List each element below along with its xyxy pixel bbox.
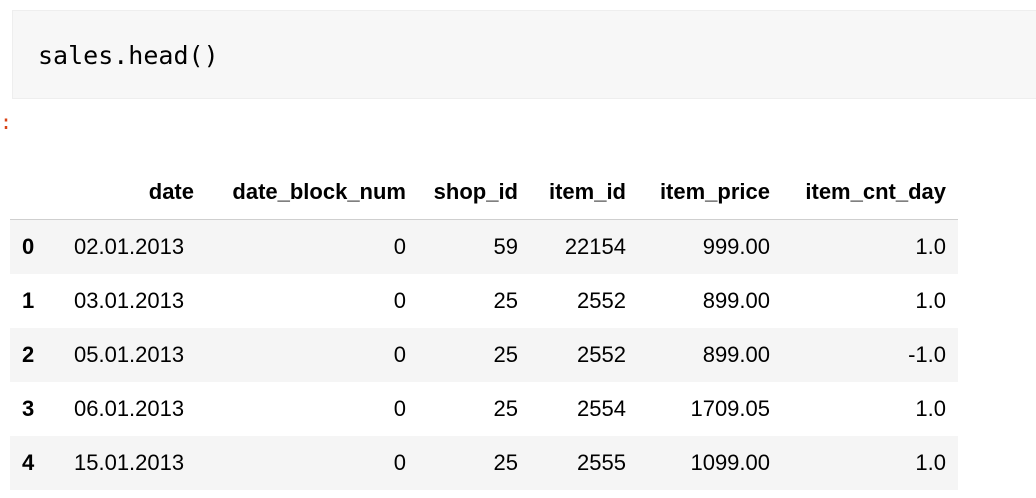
row-index: 2 — [22, 342, 35, 367]
output-area: date date_block_num shop_id item_id item… — [10, 164, 958, 490]
cell-date-block-num: 0 — [393, 450, 406, 475]
cell-item-cnt-day: 1.0 — [915, 396, 946, 421]
cell-item-cnt-day: 1.0 — [915, 234, 946, 259]
cell-shop-id: 59 — [493, 234, 518, 259]
cell-item-price: 899.00 — [702, 288, 770, 313]
cell-date-block-num: 0 — [393, 234, 406, 259]
table-row: 4 15.01.2013 0 25 2555 1099.00 1.0 — [10, 436, 958, 490]
column-header-date-block-num: date_block_num — [206, 164, 418, 220]
column-header-item-id: item_id — [530, 164, 638, 220]
cell-item-id: 2555 — [577, 450, 626, 475]
cell-date-block-num: 0 — [393, 288, 406, 313]
cell-item-id: 2552 — [577, 288, 626, 313]
cell-date: 02.01.2013 — [74, 234, 185, 259]
row-index: 3 — [22, 396, 35, 421]
table-row: 3 06.01.2013 0 25 2554 1709.05 1.0 — [10, 382, 958, 436]
output-prompt: : — [0, 110, 13, 134]
cell-item-cnt-day: -1.0 — [908, 342, 946, 367]
cell-date: 15.01.2013 — [74, 450, 185, 475]
column-header-shop-id: shop_id — [418, 164, 530, 220]
column-header-item-price: item_price — [638, 164, 782, 220]
cell-shop-id: 25 — [493, 288, 518, 313]
cell-item-price: 1099.00 — [690, 450, 770, 475]
dataframe-table: date date_block_num shop_id item_id item… — [10, 164, 958, 490]
cell-date-block-num: 0 — [393, 342, 406, 367]
cell-item-price: 999.00 — [702, 234, 770, 259]
cell-date: 03.01.2013 — [74, 288, 185, 313]
code-text[interactable]: sales.head() — [38, 41, 219, 70]
table-row: 0 02.01.2013 0 59 22154 999.00 1.0 — [10, 219, 958, 274]
column-header-item-cnt-day: item_cnt_day — [782, 164, 958, 220]
column-header-date: date — [62, 164, 206, 220]
cell-shop-id: 25 — [493, 342, 518, 367]
cell-item-id: 2554 — [577, 396, 626, 421]
index-header — [10, 164, 62, 220]
table-row: 1 03.01.2013 0 25 2552 899.00 1.0 — [10, 274, 958, 328]
cell-date-block-num: 0 — [393, 396, 406, 421]
cell-date: 05.01.2013 — [74, 342, 185, 367]
row-index: 1 — [22, 288, 35, 313]
row-index: 0 — [22, 234, 35, 259]
table-row: 2 05.01.2013 0 25 2552 899.00 -1.0 — [10, 328, 958, 382]
cell-shop-id: 25 — [493, 396, 518, 421]
code-input-cell[interactable]: sales.head() — [12, 10, 1036, 99]
cell-item-price: 1709.05 — [690, 396, 770, 421]
cell-item-id: 22154 — [564, 234, 626, 259]
cell-item-id: 2552 — [577, 342, 626, 367]
cell-date: 06.01.2013 — [74, 396, 185, 421]
cell-item-cnt-day: 1.0 — [915, 450, 946, 475]
cell-shop-id: 25 — [493, 450, 518, 475]
cell-item-price: 899.00 — [702, 342, 770, 367]
row-index: 4 — [22, 450, 35, 475]
table-header-row: date date_block_num shop_id item_id item… — [10, 164, 958, 220]
cell-item-cnt-day: 1.0 — [915, 288, 946, 313]
